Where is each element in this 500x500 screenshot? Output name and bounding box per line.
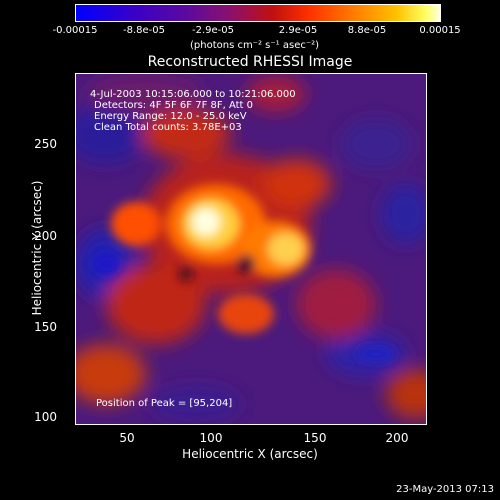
image-render bbox=[76, 74, 426, 424]
colorbar-tick: -2.9e-05 bbox=[192, 25, 234, 36]
colorbar-tick: 2.9e-05 bbox=[278, 25, 318, 36]
x-tick-label: 50 bbox=[119, 431, 135, 445]
plot-title: Reconstructed RHESSI Image bbox=[147, 54, 353, 70]
colorbar-tick: -0.00015 bbox=[52, 25, 98, 36]
y-axis-label: Heliocentric Y (arcsec) bbox=[30, 180, 44, 316]
x-axis-label: Heliocentric X (arcsec) bbox=[182, 447, 318, 461]
time-range-label: 4-Jul-2003 10:15:06.000 to 10:21:06.000 bbox=[90, 89, 296, 100]
rhessi-image: 4-Jul-2003 10:15:06.000 to 10:21:06.000 … bbox=[75, 73, 427, 425]
colorbar bbox=[75, 4, 441, 22]
y-tick-label: 100 bbox=[34, 410, 57, 424]
colorbar-unit: (photons cm⁻² s⁻¹ asec⁻²) bbox=[190, 40, 320, 51]
energy-range-label: Energy Range: 12.0 - 25.0 keV bbox=[94, 111, 247, 122]
y-tick-label: 150 bbox=[34, 320, 57, 334]
y-tick-label: 200 bbox=[34, 229, 57, 243]
x-tick-label: 200 bbox=[385, 431, 409, 445]
clean-counts-label: Clean Total counts: 3.78E+03 bbox=[94, 122, 242, 133]
colorbar-tick: -8.8e-05 bbox=[123, 25, 165, 36]
detectors-label: Detectors: 4F 5F 6F 7F 8F, Att 0 bbox=[94, 100, 254, 111]
x-tick-label: 150 bbox=[303, 431, 327, 445]
x-tick-label: 100 bbox=[199, 431, 223, 445]
colorbar-tick: 8.8e-05 bbox=[347, 25, 387, 36]
y-tick-label: 250 bbox=[34, 137, 57, 151]
date-stamp: 23-May-2013 07:13 bbox=[396, 484, 494, 495]
peak-position-label: Position of Peak = [95,204] bbox=[96, 398, 233, 409]
colorbar-tick: 0.00015 bbox=[419, 25, 461, 36]
